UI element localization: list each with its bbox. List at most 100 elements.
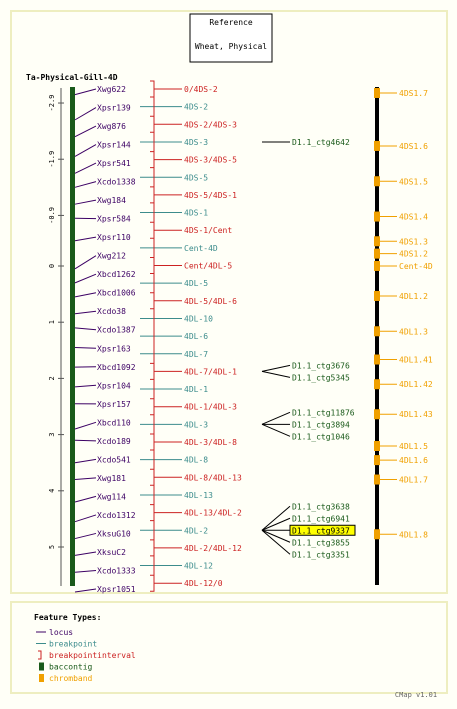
locus-label[interactable]: Xbcd1262	[97, 270, 136, 279]
locus-label[interactable]: Xcdo189	[97, 437, 131, 446]
breakpoint-label[interactable]: 4DS-2	[184, 103, 208, 112]
locus-label[interactable]: Xpsr584	[97, 215, 131, 224]
chromband-label[interactable]: 4DL1.2	[399, 292, 428, 301]
locus-label[interactable]: Xpsr139	[97, 104, 131, 113]
contig-highlight	[289, 524, 356, 536]
locus-label[interactable]: Xwg184	[97, 196, 126, 205]
chromband-label[interactable]: 4DS1.6	[399, 142, 428, 151]
chromband-label[interactable]: 4DS1.3	[399, 237, 428, 246]
breakpointinterval-label[interactable]: 4DL-8/4DL-13	[184, 473, 242, 482]
breakpointinterval-label[interactable]: 4DS-5/4DS-1	[184, 191, 237, 200]
contigs-layer: D1.1_ctg4642 D1.1_ctg3676 D1.1_ctg5345 D1.1…	[261, 138, 356, 559]
chromband-label[interactable]: 4DL1.42	[399, 380, 433, 389]
locus-label[interactable]: Xcdo1387	[97, 326, 136, 335]
breakpoint-label[interactable]: 4DL-1	[184, 385, 208, 394]
contig-label[interactable]: D1.1_ctg4642	[292, 138, 350, 147]
map-title[interactable]: Ta-Physical-Gill-4D	[26, 72, 118, 82]
locus-label[interactable]: Xpsr157	[97, 400, 131, 409]
breakpointinterval-label[interactable]: 4DL-3/4DL-8	[184, 438, 237, 447]
breakpoint-label[interactable]: 4DL-2	[184, 526, 208, 535]
breakpointinterval-label[interactable]: 4DL-2/4DL-12	[184, 544, 242, 553]
locus-label[interactable]: Xbcd110	[97, 418, 131, 427]
breakpoint-label[interactable]: 4DS-3	[184, 138, 208, 147]
locus-label[interactable]: Xcdo1312	[97, 511, 136, 520]
legend-item-label: locus	[49, 628, 73, 637]
breakpoint-label[interactable]: 4DL-12	[184, 562, 213, 571]
breakpoint-label[interactable]: 4DL-10	[184, 314, 213, 323]
locus-label[interactable]: XksuG10	[97, 529, 131, 538]
locus-label[interactable]: Xwg876	[97, 122, 126, 131]
locus-label[interactable]: Xpsr1051	[97, 585, 136, 594]
contig-label[interactable]: D1.1_ctg3676	[292, 361, 350, 370]
breakpoint-label[interactable]: 4DL-7	[184, 350, 208, 359]
chromband-label[interactable]: 4DL1.5	[399, 442, 428, 451]
locus-label[interactable]: Xpsr144	[97, 141, 131, 150]
breakpointinterval-label[interactable]: 4DL-13/4DL-2	[184, 509, 242, 518]
breakpointinterval-label[interactable]: 0/4DS-2	[184, 85, 218, 94]
chromband-label[interactable]: 4DL1.41	[399, 356, 433, 365]
locus-label[interactable]: Xwg181	[97, 474, 126, 483]
baccontig-bar[interactable]	[70, 87, 75, 586]
breakpoint-label[interactable]: 4DS-1	[184, 209, 208, 218]
legend-item-label: breakpoint	[49, 640, 97, 649]
breakpoint-label[interactable]: 4DL-13	[184, 491, 213, 500]
interval-bracket	[150, 115, 155, 133]
chromband-label[interactable]: Cent-4D	[399, 262, 433, 271]
contig-label[interactable]: D1.1_ctg3894	[292, 420, 350, 429]
locus-label[interactable]: Xpsr541	[97, 159, 131, 168]
breakpoint-label[interactable]: Cent-4D	[184, 244, 218, 253]
breakpoint-label[interactable]: 4DL-8	[184, 456, 208, 465]
locus-label[interactable]: Xcdo1333	[97, 566, 136, 575]
contig-label[interactable]: D1.1_ctg1046	[292, 432, 350, 441]
breakpointinterval-label[interactable]: 4DL-12/0	[184, 579, 223, 588]
locus-label[interactable]: Xwg622	[97, 85, 126, 94]
breakpoint-label[interactable]: 4DL-5	[184, 279, 208, 288]
locus-label[interactable]: Xpsr110	[97, 233, 131, 242]
chromband-label[interactable]: 4DS1.2	[399, 250, 428, 259]
locus-label[interactable]: Xcdo541	[97, 455, 131, 464]
breakpointinterval-label[interactable]: 4DL-7/4DL-1	[184, 367, 237, 376]
contig-label[interactable]: D1.1_ctg5345	[292, 373, 350, 382]
locus-connector	[74, 255, 97, 270]
locus-label[interactable]: Xbcd1006	[97, 289, 136, 298]
reference-box[interactable]: Reference Wheat, Physical	[189, 13, 273, 63]
locus-label[interactable]: Xwg114	[97, 492, 126, 501]
chromband-label[interactable]: 4DL1.6	[399, 456, 428, 465]
contig-label[interactable]: D1.1_ctg9337	[292, 526, 350, 535]
locus-label[interactable]: Xpsr163	[97, 344, 131, 353]
contig-label[interactable]: D1.1_ctg3855	[292, 538, 350, 547]
contig-connector	[261, 370, 291, 378]
locus-label[interactable]: Xcdo38	[97, 307, 126, 316]
locus-label[interactable]: Xpsr104	[97, 381, 131, 390]
breakpoint-label[interactable]: 4DS-5	[184, 173, 208, 182]
breakpointinterval-label[interactable]: 4DS-3/4DS-5	[184, 156, 237, 165]
breakpointinterval-label[interactable]: 4DS-2/4DS-3	[184, 120, 237, 129]
locus-connector	[74, 458, 97, 464]
chromband-label[interactable]: 4DS1.5	[399, 177, 428, 186]
chromband-label[interactable]: 4DL1.8	[399, 530, 428, 539]
chromband-label[interactable]: 4DL1.3	[399, 327, 428, 336]
breakpointinterval-label[interactable]: 4DL-5/4DL-6	[184, 297, 237, 306]
chromband-label[interactable]: 4DL1.43	[399, 410, 433, 419]
locus-label[interactable]: Xbcd1092	[97, 363, 136, 372]
contig-label[interactable]: D1.1_ctg11876	[292, 408, 355, 417]
interval-bracket	[150, 221, 155, 239]
breakpoint-label[interactable]: 4DL-6	[184, 332, 208, 341]
breakpointinterval-label[interactable]: 4DS-1/Cent	[184, 226, 232, 235]
contig-connector	[261, 364, 291, 372]
chromband-segment	[374, 455, 380, 466]
contig-label[interactable]: D1.1_ctg3638	[292, 502, 350, 511]
chromband-label[interactable]: 4DS1.4	[399, 213, 428, 222]
contig-label[interactable]: D1.1_ctg3351	[292, 550, 350, 559]
locus-label[interactable]: Xwg212	[97, 252, 126, 261]
locus-connector	[74, 236, 97, 242]
locus-label[interactable]: Xcdo1338	[97, 178, 136, 187]
contig-label[interactable]: D1.1_ctg6941	[292, 514, 350, 523]
contig-connector	[261, 423, 291, 437]
breakpointinterval-label[interactable]: Cent/4DL-5	[184, 262, 232, 271]
chromband-label[interactable]: 4DS1.7	[399, 89, 428, 98]
locus-label[interactable]: XksuC2	[97, 548, 126, 557]
chromband-label[interactable]: 4DL1.7	[399, 476, 428, 485]
breakpoint-label[interactable]: 4DL-3	[184, 420, 208, 429]
breakpointinterval-label[interactable]: 4DL-1/4DL-3	[184, 403, 237, 412]
